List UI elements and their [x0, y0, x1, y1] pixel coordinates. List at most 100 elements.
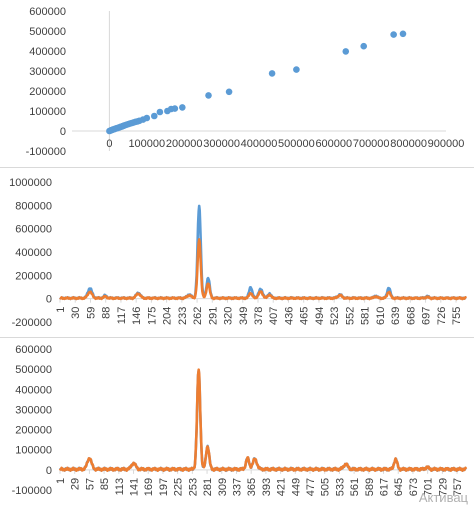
x-tick-label: 169: [143, 478, 155, 496]
x-tick-label: 29: [70, 478, 82, 490]
x-tick-label: 700000: [353, 138, 390, 150]
activation-watermark: Активац: [418, 490, 468, 505]
x-tick-label: 523: [329, 307, 341, 325]
x-tick-label: 59: [85, 307, 97, 319]
scatter-point: [171, 105, 179, 112]
x-tick-label: 309: [217, 478, 229, 496]
line-chart-bottom: -100000 0 100000 200000 300000 400000 500000 60…: [0, 340, 474, 505]
x-tick-label: 300000: [203, 138, 240, 150]
line-chart-bottom-svg: -100000 0 100000 200000 300000 400000 500000 60…: [12, 344, 468, 497]
series-line-1: [58, 369, 467, 472]
scatter-point: [342, 48, 350, 55]
x-tick-label: 697: [421, 307, 433, 325]
y-tick-label: -100000: [12, 485, 52, 497]
x-tick-label: 200000: [166, 138, 203, 150]
x-tick-label: 610: [375, 307, 387, 325]
x-tick-label: 800000: [390, 138, 427, 150]
x-tick-label: 600000: [315, 138, 352, 150]
x-tick-label: 146: [131, 307, 143, 325]
x-tick-label: 726: [436, 307, 448, 325]
series-line-2: [59, 238, 468, 301]
x-tick-label: 589: [364, 478, 376, 496]
scatter-point: [399, 30, 407, 38]
x-tick-label: 204: [162, 307, 174, 325]
x-tick-label: 465: [299, 307, 311, 325]
x-tick-label: 225: [173, 478, 185, 496]
x-tick-label: 0: [106, 138, 112, 150]
x-tick-label: 197: [158, 478, 170, 496]
x-tick-label: 1: [55, 478, 67, 484]
x-tick-label: 320: [223, 307, 235, 325]
x-tick-label: 701: [423, 478, 435, 496]
x-tick-label: 85: [99, 478, 111, 490]
scatter-point: [390, 31, 397, 38]
y-tick-label: 200000: [15, 270, 52, 282]
x-tick-label: 645: [393, 478, 405, 496]
x-tick-label: 291: [207, 307, 219, 325]
x-tick-label: 30: [70, 307, 82, 319]
scatter-chart: -100000 0 100000 200000 300000 400000 500000 60…: [0, 0, 474, 165]
y-tick-label: 600000: [15, 224, 52, 236]
x-tick-label: 253: [187, 478, 199, 496]
x-tick-label: 337: [231, 478, 243, 496]
x-tick-label: 349: [238, 307, 250, 325]
scatter-point: [143, 114, 151, 122]
x-tick-label: 505: [320, 478, 332, 496]
scatter-point: [225, 88, 233, 96]
x-tick-label: 673: [408, 478, 420, 496]
x-tick-label: 113: [114, 478, 126, 496]
x-tick-label: 365: [246, 478, 258, 496]
chart-divider: [0, 337, 474, 338]
y-tick-label: 400000: [15, 384, 52, 396]
x-tick-label: 421: [276, 478, 288, 496]
y-tick-label: 400000: [15, 247, 52, 259]
y-tick-label: 800000: [15, 200, 52, 212]
x-tick-label: 100000: [128, 138, 165, 150]
y-tick-label: 0: [46, 465, 52, 477]
y-tick-label: 400000: [29, 46, 66, 58]
x-tick-label: 436: [283, 307, 295, 325]
y-tick-label: 600000: [29, 6, 66, 18]
y-tick-label: 600000: [15, 344, 52, 356]
x-tick-label: 757: [452, 478, 464, 496]
x-tick-label: 57: [84, 478, 96, 490]
x-tick-label: 668: [405, 307, 417, 325]
x-tick-label: 617: [379, 478, 391, 496]
y-tick-label: 0: [60, 126, 66, 138]
y-tick-label: 0: [46, 294, 52, 306]
scatter-point: [360, 42, 368, 50]
line-chart-top-svg: -200000 0 200000 400000 600000 800000 1000000 1…: [9, 177, 468, 329]
y-tick-label: -200000: [12, 317, 52, 329]
x-tick-label: 117: [116, 307, 128, 325]
x-tick-label: 533: [334, 478, 346, 496]
x-tick-label: 449: [290, 478, 302, 496]
y-tick-label: 100000: [29, 106, 66, 118]
x-tick-label: 639: [390, 307, 402, 325]
x-tick-label: 477: [305, 478, 317, 496]
scatter-point: [293, 66, 300, 73]
series-line-1: [59, 204, 467, 301]
x-tick-label: 262: [192, 307, 204, 325]
scatter-point: [179, 104, 186, 111]
x-tick-label: 494: [314, 307, 326, 325]
x-tick-label: 407: [268, 307, 280, 325]
y-tick-label: 500000: [29, 26, 66, 38]
x-tick-label: 755: [451, 307, 463, 325]
x-tick-label: 1: [55, 307, 67, 313]
x-tick-label: 729: [437, 478, 449, 496]
x-tick-label: 393: [261, 478, 273, 496]
x-tick-label: 400000: [241, 138, 278, 150]
x-tick-label: 88: [101, 307, 113, 319]
scatter-point: [205, 92, 212, 99]
x-tick-label: 561: [349, 478, 361, 496]
x-tick-label: 141: [129, 478, 141, 496]
x-tick-label: 233: [177, 307, 189, 325]
y-tick-label: 500000: [15, 364, 52, 376]
scatter-chart-svg: -100000010000020000030000040000050000060…: [26, 6, 465, 158]
y-tick-label: 300000: [29, 66, 66, 78]
chart-divider: [0, 167, 474, 168]
y-tick-label: -100000: [26, 146, 66, 158]
x-tick-label: 900000: [428, 138, 465, 150]
x-tick-label: 281: [202, 478, 214, 496]
y-tick-label: 1000000: [9, 177, 52, 189]
